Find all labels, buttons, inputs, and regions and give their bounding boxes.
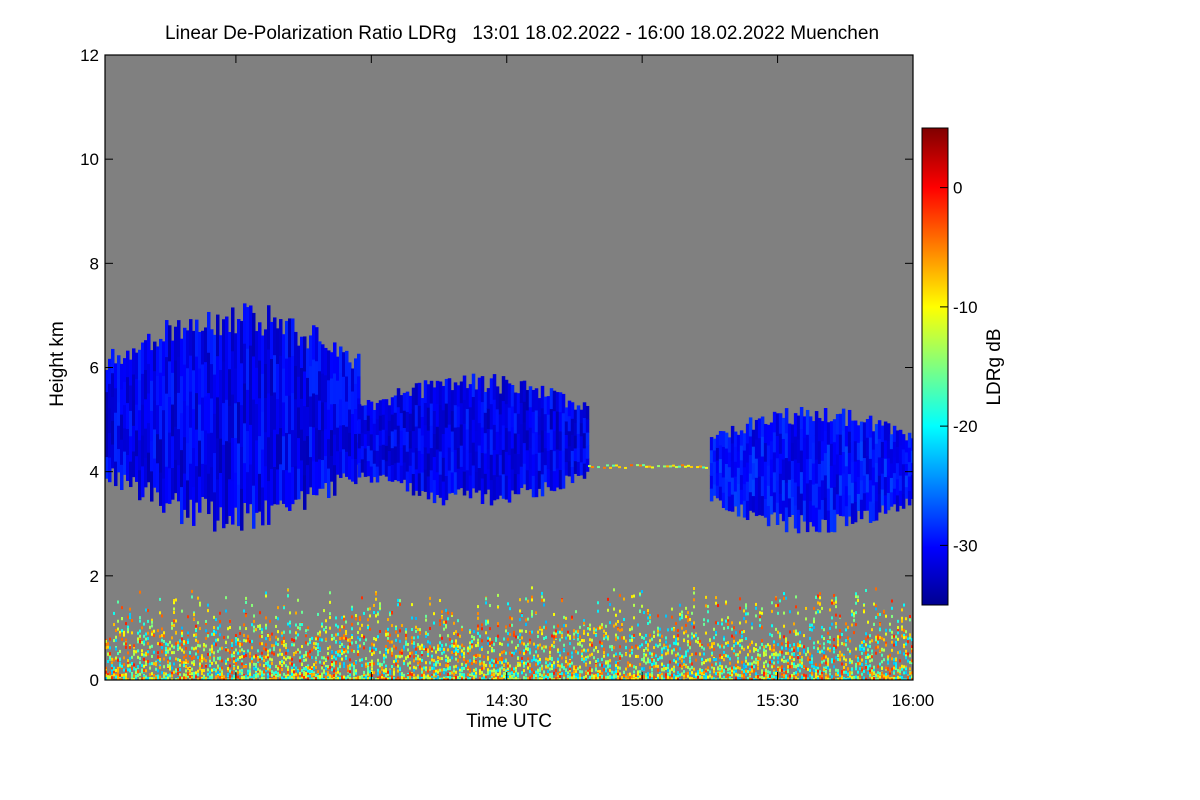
x-tick-label: 14:00 [350,691,393,710]
ldr-heatmap-layer [105,303,913,680]
y-tick-label: 12 [80,46,99,65]
colorbar [921,127,949,606]
feature-cloud-layer-3 [709,407,913,534]
y-tick-label: 0 [90,671,99,690]
y-tick-label: 4 [90,463,99,482]
colorbar-tick-label: -10 [953,298,978,317]
colorbar-label: LDRg dB [984,328,1005,405]
x-axis-label: Time UTC [466,711,552,732]
y-tick-label: 6 [90,359,99,378]
x-tick-label: 14:30 [485,691,528,710]
y-tick-label: 10 [80,150,99,169]
feature-thin-layer [587,464,708,469]
chart-title: Linear De-Polarization Ratio LDRg 13:01 … [165,23,879,44]
y-tick-label: 8 [90,254,99,273]
feature-cloud-layer-2 [357,373,590,506]
x-tick-label: 16:00 [892,691,935,710]
colorbar-tick-label: -20 [953,417,978,436]
feature-cloud-layer-1 [105,303,361,532]
axis-ticks: 13:30 14:00 14:30 15:00 15:30 16:00 0 2 4 6 8 10 12 [80,46,934,710]
colorbar-ticks: 0 -10 -20 -30 [940,179,978,555]
feature-boundary-layer-aerosol [105,586,913,680]
colorbar-tick-label: 0 [953,179,962,198]
x-tick-label: 15:00 [621,691,664,710]
y-tick-label: 2 [90,567,99,586]
colorbar-tick-label: -30 [953,536,978,555]
x-tick-label: 13:30 [215,691,258,710]
x-tick-label: 15:30 [756,691,799,710]
y-axis-label: Height km [47,321,68,407]
